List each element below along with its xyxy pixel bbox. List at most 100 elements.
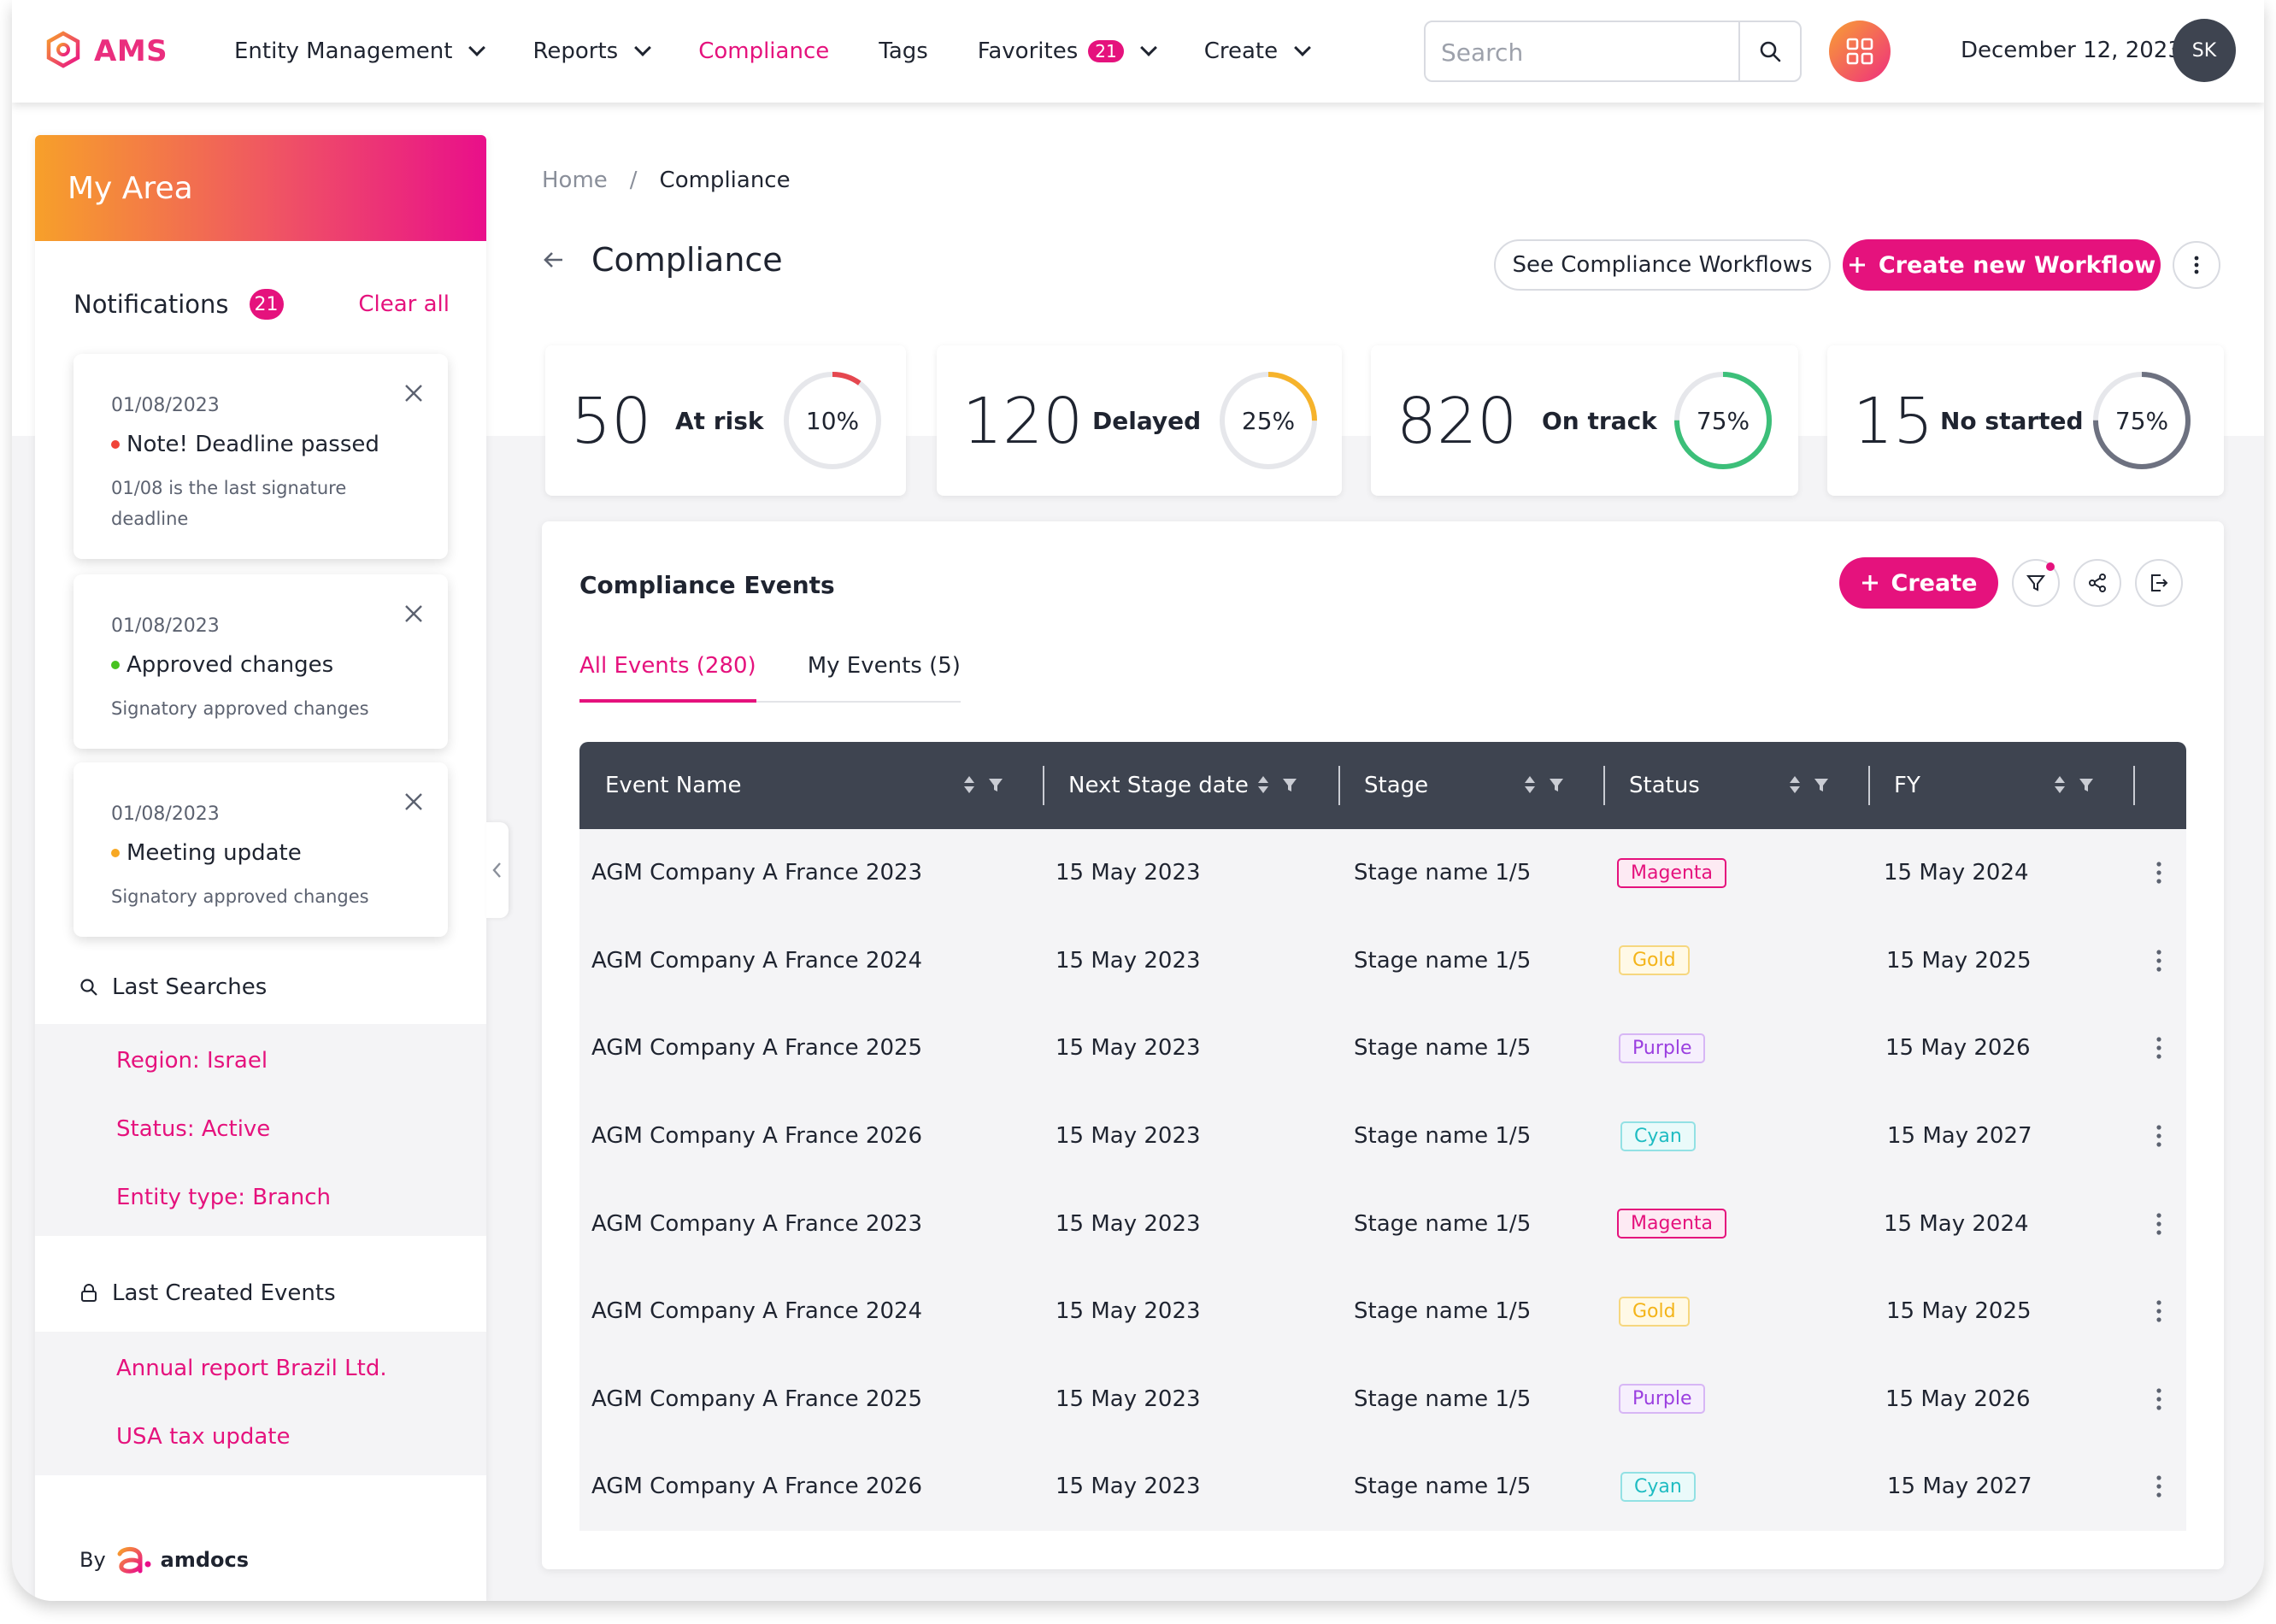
sort-icon[interactable]: [1523, 774, 1537, 795]
column-header-event-name[interactable]: Event Name: [605, 773, 742, 798]
nav-label: Entity Management: [234, 38, 453, 64]
stat-card-delayed[interactable]: 120 Delayed 25%: [937, 345, 1342, 496]
filter-icon[interactable]: [1814, 774, 1829, 795]
sort-icon[interactable]: [962, 774, 976, 795]
close-icon[interactable]: [403, 603, 424, 624]
stat-percent: 75%: [1696, 406, 1750, 435]
cell-event-name: AGM Company A France 2025: [591, 1386, 923, 1412]
cell-next-stage-date: 15 May 2023: [1056, 1123, 1201, 1150]
stat-percent: 25%: [1241, 406, 1296, 435]
stat-card-not-started[interactable]: 15 No started 75%: [1827, 345, 2224, 496]
nav-label: Compliance: [698, 38, 830, 64]
column-tools: [2053, 774, 2094, 795]
nav-label: Reports: [532, 38, 619, 64]
filter-icon[interactable]: [2079, 774, 2094, 795]
more-options-button[interactable]: [2173, 241, 2220, 289]
status-badge: Magenta: [1617, 1209, 1727, 1239]
search-button[interactable]: [1738, 22, 1800, 80]
last-search-item[interactable]: Entity type: Branch: [116, 1185, 331, 1210]
create-workflow-button[interactable]: Create new Workflow: [1843, 239, 2161, 291]
nav-reports[interactable]: Reports: [532, 38, 652, 64]
table-row[interactable]: AGM Company A France 2025 15 May 2023 St…: [579, 1356, 2186, 1444]
cell-next-stage-date: 15 May 2023: [1056, 1386, 1201, 1412]
app-name: AMS: [94, 34, 168, 68]
last-searches-list: Region: Israel Status: Active Entity typ…: [35, 1024, 486, 1236]
table-row[interactable]: AGM Company A France 2024 15 May 2023 St…: [579, 917, 2186, 1005]
nav-create[interactable]: Create: [1204, 38, 1312, 64]
last-search-item[interactable]: Status: Active: [116, 1116, 271, 1142]
cell-status: Gold: [1619, 1268, 1690, 1356]
filter-icon[interactable]: [988, 774, 1003, 795]
close-icon[interactable]: [403, 383, 424, 403]
filter-button[interactable]: [2012, 559, 2060, 607]
sort-icon[interactable]: [2053, 774, 2067, 795]
status-badge: Gold: [1619, 945, 1690, 976]
share-button[interactable]: [2073, 559, 2121, 607]
cell-stage: Stage name 1/5: [1354, 1474, 1532, 1500]
cell-event-name: AGM Company A France 2024: [591, 947, 923, 974]
notification-card[interactable]: 01/08/2023 Meeting update Signatory appr…: [74, 762, 448, 937]
collapse-sidebar-button[interactable]: [486, 822, 509, 918]
row-menu-button[interactable]: [2155, 1180, 2162, 1268]
row-menu-button[interactable]: [2155, 1356, 2162, 1444]
nav-favorites[interactable]: Favorites 21: [978, 38, 1157, 64]
row-menu-button[interactable]: [2155, 1092, 2162, 1180]
stat-card-on-track[interactable]: 820 On track 75%: [1371, 345, 1798, 496]
stat-card-at-risk[interactable]: 50 At risk 10%: [545, 345, 906, 496]
notification-title-text: Note! Deadline passed: [126, 432, 379, 457]
status-badge: Purple: [1619, 1384, 1706, 1415]
notification-card[interactable]: 01/08/2023 Note! Deadline passed 01/08 i…: [74, 354, 448, 559]
row-menu-button[interactable]: [2155, 829, 2162, 917]
export-button[interactable]: [2135, 559, 2183, 607]
cell-status: Gold: [1619, 917, 1690, 1005]
nav-tags[interactable]: Tags: [879, 38, 928, 64]
grid-icon: [1846, 38, 1873, 65]
column-header-stage[interactable]: Stage: [1364, 773, 1429, 798]
column-header-next-stage[interactable]: Next Stage date: [1068, 773, 1249, 798]
table-row[interactable]: AGM Company A France 2026 15 May 2023 St…: [579, 1092, 2186, 1180]
sort-icon[interactable]: [1256, 774, 1270, 795]
see-workflows-button[interactable]: See Compliance Workflows: [1494, 239, 1831, 291]
filter-icon[interactable]: [1549, 774, 1564, 795]
status-badge: Magenta: [1617, 857, 1727, 888]
clear-all-link[interactable]: Clear all: [358, 291, 450, 317]
column-header-status[interactable]: Status: [1629, 773, 1700, 798]
breadcrumb-home[interactable]: Home: [542, 168, 608, 193]
back-arrow-icon[interactable]: [542, 248, 566, 272]
nav-compliance[interactable]: Compliance: [698, 38, 829, 64]
last-created-item[interactable]: Annual report Brazil Ltd.: [116, 1356, 387, 1381]
cell-fy: 15 May 2027: [1887, 1123, 2032, 1150]
create-event-button[interactable]: Create: [1839, 557, 1998, 609]
table-row[interactable]: AGM Company A France 2026 15 May 2023 St…: [579, 1443, 2186, 1531]
column-header-fy[interactable]: FY: [1894, 773, 1920, 798]
user-avatar[interactable]: SK: [2173, 19, 2236, 82]
row-menu-button[interactable]: [2155, 1004, 2162, 1092]
cell-stage: Stage name 1/5: [1354, 947, 1532, 974]
logo[interactable]: AMS: [44, 31, 168, 72]
notification-date: 01/08/2023: [111, 803, 220, 825]
cell-stage: Stage name 1/5: [1354, 1123, 1532, 1150]
notification-card[interactable]: 01/08/2023 Approved changes Signatory ap…: [74, 574, 448, 749]
apps-grid-button[interactable]: [1829, 21, 1891, 82]
last-created-item[interactable]: USA tax update: [116, 1424, 291, 1450]
row-menu-button[interactable]: [2155, 1268, 2162, 1356]
filter-icon[interactable]: [1282, 774, 1297, 795]
close-icon[interactable]: [403, 791, 424, 812]
column-tools: [962, 774, 1003, 795]
table-row[interactable]: AGM Company A France 2025 15 May 2023 St…: [579, 1004, 2186, 1092]
last-created-list: Annual report Brazil Ltd. USA tax update: [35, 1332, 486, 1475]
page-title-row: Compliance: [542, 241, 783, 279]
table-row[interactable]: AGM Company A France 2024 15 May 2023 St…: [579, 1268, 2186, 1356]
nav-entity-management[interactable]: Entity Management: [234, 38, 486, 64]
row-menu-button[interactable]: [2155, 1443, 2162, 1531]
row-menu-button[interactable]: [2155, 917, 2162, 1005]
progress-ring: 10%: [779, 368, 885, 474]
sort-icon[interactable]: [1788, 774, 1802, 795]
search-input[interactable]: [1441, 34, 1723, 70]
table-row[interactable]: AGM Company A France 2023 15 May 2023 St…: [579, 829, 2186, 917]
tab-all-events[interactable]: All Events (280): [579, 653, 756, 703]
tab-my-events[interactable]: My Events (5): [807, 653, 961, 679]
notification-title: Note! Deadline passed: [111, 432, 410, 457]
table-row[interactable]: AGM Company A France 2023 15 May 2023 St…: [579, 1180, 2186, 1268]
last-search-item[interactable]: Region: Israel: [116, 1048, 268, 1074]
